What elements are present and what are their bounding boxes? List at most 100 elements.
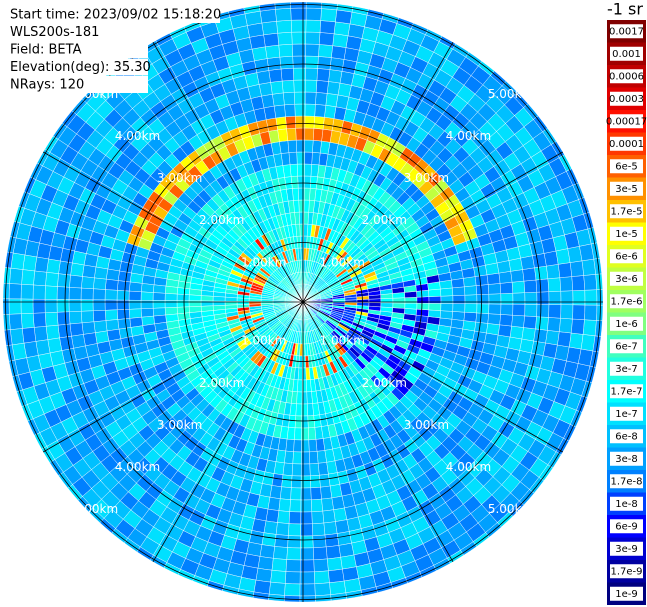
range-gate [522,267,537,282]
range-gate [584,289,598,306]
range-label: 5.00km [488,87,533,101]
range-gate [304,163,312,177]
colorbar-label-bg [610,114,643,129]
range-gate [267,496,281,511]
range-gate [270,80,284,95]
range-gate [335,9,353,25]
range-gate [536,304,550,318]
colorbar-label: 0.0017 [609,26,644,37]
range-gate [152,292,166,301]
range-gate [291,31,307,45]
range-gate [44,285,58,300]
range-gate [80,299,94,312]
colorbar-label: 0.001 [612,49,641,60]
range-gate [93,277,107,290]
range-gate [140,291,154,301]
range-gate [336,531,352,546]
range-gate [164,293,178,301]
range-gate [310,486,322,501]
range-gate [291,463,302,477]
range-gate [569,260,584,277]
range-gate [462,320,477,332]
range-gate [548,290,562,305]
range-gate [570,318,585,335]
range-gate [270,569,287,584]
range-gate [304,79,318,93]
range-gate [282,91,295,106]
spoke [302,301,454,563]
range-gate [263,520,278,535]
colorbar-label-bg [610,496,643,511]
colorbar-label-bg [610,564,643,579]
range-gate [257,556,274,571]
range-gate [536,291,550,305]
range-gate [104,289,118,301]
colorbar-label: 1.7e-6 [610,296,642,307]
range-gate [305,19,321,33]
colorbar-label-bg [610,91,643,106]
range-gate [80,310,95,324]
range-gate [304,103,316,117]
colorbar-label-bg [610,316,643,331]
range-gate [312,128,324,142]
range-gate [92,299,106,312]
range-gate [327,556,343,572]
range-gate [524,304,538,317]
range-gate [165,285,179,295]
spoke [152,41,304,303]
range-gate [303,199,310,213]
range-gate [311,152,321,166]
range-gate [310,474,321,489]
polar-grid [3,2,603,602]
range-gate [331,45,347,60]
range-gate [268,68,283,83]
info-bg [8,76,148,93]
range-gate [309,187,317,201]
range-gate [559,276,574,292]
range-gate [9,267,24,285]
range-gate [105,278,119,291]
range-gate [285,438,295,452]
range-gate [416,302,430,311]
range-gate [487,283,502,295]
range-gate [510,269,525,283]
colorbar-label: 1e-6 [615,319,638,330]
range-gate [286,547,301,561]
range-gate [322,509,336,524]
range-gate [497,324,512,338]
colorbar-label-bg [610,361,643,376]
info-bg [8,41,148,58]
info-bg [8,6,220,23]
range-gate [288,414,297,429]
range-gate [452,294,466,304]
range-gate [188,288,202,296]
range-gate [8,283,22,300]
colorbar-label: 6e-9 [615,521,638,532]
range-gate [128,290,142,301]
range-gate [47,337,63,354]
range-gate [285,571,301,585]
range-gate [322,116,335,131]
range-gate [300,487,312,501]
range-gate [290,7,307,21]
colorbar-label-bg [610,46,643,61]
range-gate [543,250,559,267]
range-gate [511,280,526,294]
colorbar-label-bg [610,429,643,444]
range-gate [582,319,597,337]
colorbar-label: 6e-5 [615,161,638,172]
range-gate [251,46,268,62]
range-gate [319,140,331,155]
range-gate [32,312,47,328]
range-gate [56,286,70,300]
range-gate [294,115,306,129]
range-label: 3.00km [404,171,449,185]
range-gate [224,296,238,302]
colorbar-label-bg [610,24,643,39]
range-gate [300,511,313,525]
range-gate [313,558,329,573]
range-gate [338,542,355,558]
range-gate [486,272,501,285]
range-gate [332,33,349,48]
